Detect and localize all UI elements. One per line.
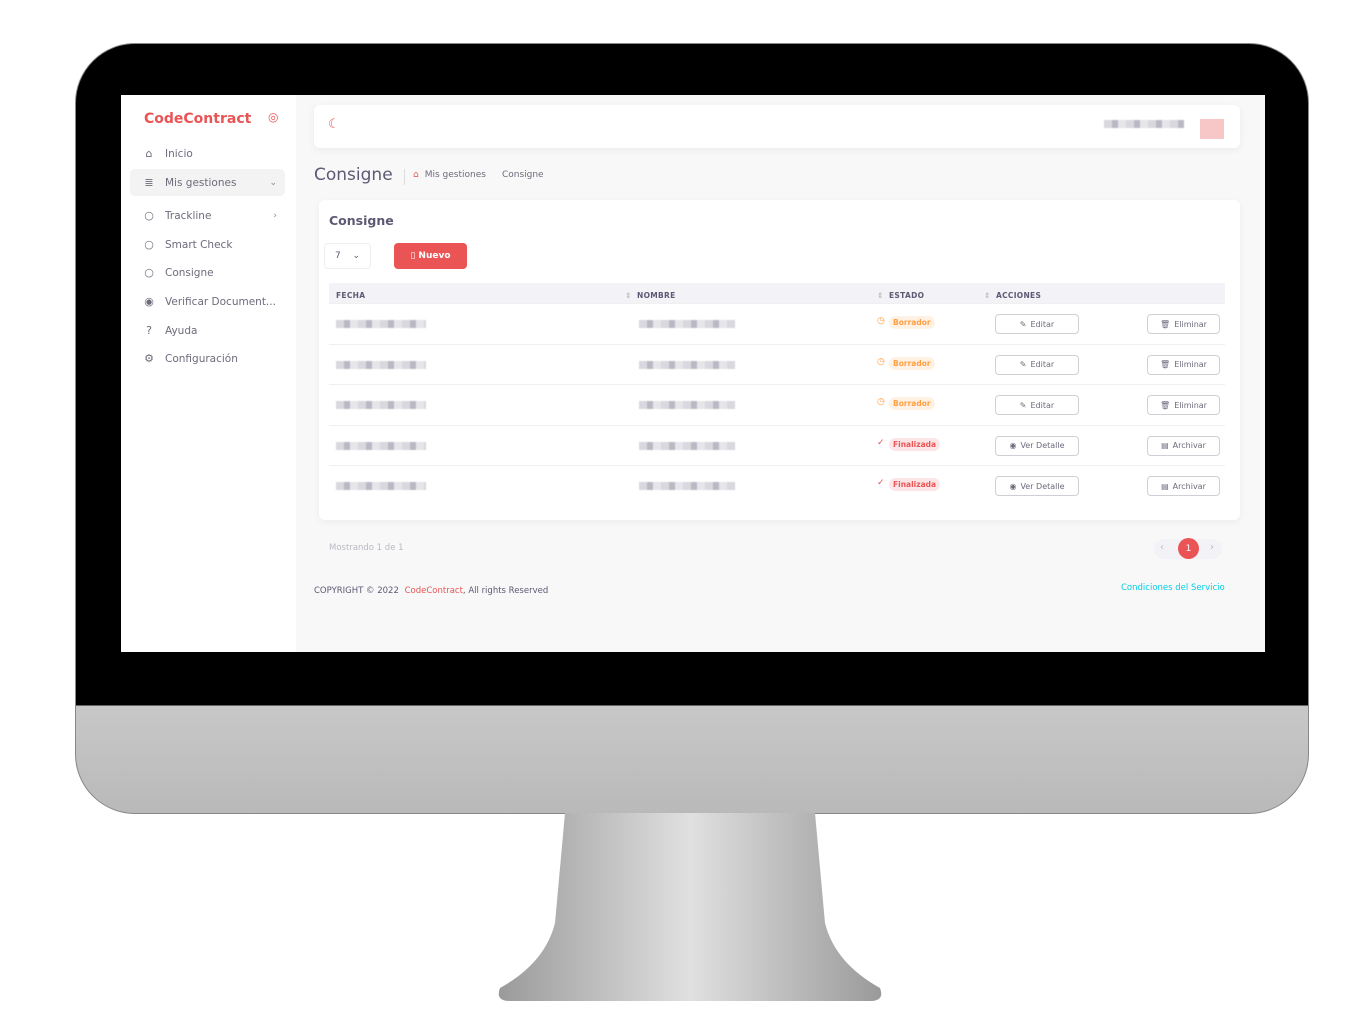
footer-copyright: COPYRIGHT © 2022 CodeContract, All right… <box>314 586 549 596</box>
home-icon[interactable]: ⌂ <box>413 170 419 180</box>
menu-icon: ≣ <box>144 176 154 189</box>
sidebar-item-mis-gestiones[interactable]: ≣ Mis gestiones ⌄ <box>130 169 285 196</box>
card-title: Consigne <box>329 213 394 228</box>
fecha-blurred <box>336 360 426 369</box>
clock-icon: ◷ <box>877 316 885 326</box>
circle-icon: ○ <box>144 266 154 279</box>
page-title: Consigne <box>314 165 393 185</box>
edit-button[interactable]: ✎ Editar <box>995 354 1079 375</box>
next-page-icon[interactable]: › <box>1210 542 1214 553</box>
table-row: ✓ Finalizada ◉ Ver Detalle ▤ Archivar <box>329 424 1225 465</box>
eye-icon: ◉ <box>144 295 154 308</box>
nombre-blurred <box>639 441 735 450</box>
trash-icon: 🗑 <box>1160 360 1171 369</box>
file-icon: ▯ <box>410 251 416 261</box>
eye-icon: ◉ <box>1009 441 1017 450</box>
edit-icon: ✎ <box>1019 400 1027 410</box>
status-badge: Borrador <box>889 316 935 329</box>
sidebar-item-configuracion[interactable]: ⚙ Configuración <box>130 345 285 372</box>
fecha-blurred <box>336 441 426 450</box>
gear-icon: ⚙ <box>144 352 154 365</box>
table-row: ◷ Borrador ✎ Editar 🗑 Eliminar <box>329 303 1225 343</box>
edit-button[interactable]: ✎ Editar <box>995 314 1079 334</box>
check-circle-icon: ✓ <box>877 478 885 488</box>
target-icon[interactable]: ◎ <box>268 110 279 124</box>
view-detail-button[interactable]: ◉ Ver Detalle <box>995 435 1079 456</box>
brand-logo[interactable]: CodeContract <box>144 111 252 127</box>
sidebar-item-inicio[interactable]: ⌂ Inicio <box>130 140 285 167</box>
status-badge: Finalizada <box>889 437 941 451</box>
monitor-stand <box>498 813 882 1001</box>
delete-button[interactable]: 🗑 Eliminar <box>1147 314 1220 334</box>
clock-icon: ◷ <box>877 356 885 367</box>
chevron-down-icon: ⌄ <box>352 251 360 261</box>
sidebar-item-verificar[interactable]: ◉ Verificar Document... <box>130 288 285 315</box>
status-badge: Finalizada <box>889 478 941 491</box>
nombre-blurred <box>639 360 735 369</box>
breadcrumb: ⌂ Mis gestiones Consigne <box>413 170 544 180</box>
terms-link[interactable]: Condiciones del Servicio <box>1121 583 1225 593</box>
table-row: ◷ Borrador ✎ Editar 🗑 Eliminar <box>329 384 1225 424</box>
nombre-blurred <box>639 482 735 490</box>
circle-icon: ○ <box>144 209 154 222</box>
archive-icon: ▤ <box>1161 481 1169 491</box>
sidebar: CodeContract ◎ ⌂ Inicio ≣ Mis gestiones ⌄ ○… <box>121 95 296 652</box>
fecha-blurred <box>336 482 426 490</box>
home-icon: ⌂ <box>145 147 153 160</box>
new-button[interactable]: ▯ Nuevo <box>394 243 467 269</box>
moon-icon[interactable]: ☾ <box>328 117 340 132</box>
status-badge: Borrador <box>889 356 935 370</box>
table-row: ◷ Borrador ✎ Editar 🗑 Eliminar <box>329 343 1225 384</box>
pagination-info: Mostrando 1 de 1 <box>329 543 404 553</box>
avatar[interactable] <box>1200 119 1224 139</box>
nombre-blurred <box>639 320 735 328</box>
table-header: FECHA ⇕ NOMBRE ⇕ ESTADO ⇕ ACCIONES <box>329 283 1225 303</box>
trash-icon: 🗑 <box>1160 319 1171 329</box>
view-detail-button[interactable]: ◉ Ver Detalle <box>995 476 1079 496</box>
prev-page-icon[interactable]: ‹ <box>1160 542 1164 553</box>
sidebar-item-ayuda[interactable]: ? Ayuda <box>130 317 285 344</box>
archive-icon: ▤ <box>1161 441 1169 450</box>
trash-icon: 🗑 <box>1160 400 1171 410</box>
screen: CodeContract ◎ ⌂ Inicio ≣ Mis gestiones ⌄ ○… <box>121 95 1265 652</box>
help-icon: ? <box>146 324 152 337</box>
sidebar-item-smart-check[interactable]: ○ Smart Check <box>130 231 285 258</box>
fecha-blurred <box>336 320 426 328</box>
status-badge: Borrador <box>889 397 935 410</box>
pagination: ‹ 1 › <box>1154 538 1222 559</box>
delete-button[interactable]: 🗑 Eliminar <box>1147 395 1220 415</box>
check-circle-icon: ✓ <box>877 437 885 448</box>
edit-icon: ✎ <box>1019 319 1027 329</box>
sidebar-item-trackline[interactable]: ○ Trackline › <box>130 202 285 229</box>
clock-icon: ◷ <box>877 397 885 407</box>
nombre-blurred <box>639 401 735 409</box>
circle-icon: ○ <box>144 238 154 251</box>
archive-button[interactable]: ▤ Archivar <box>1147 435 1220 456</box>
delete-button[interactable]: 🗑 Eliminar <box>1147 354 1220 375</box>
archive-button[interactable]: ▤ Archivar <box>1147 476 1220 496</box>
table-row: ✓ Finalizada ◉ Ver Detalle ▤ Archivar <box>329 465 1225 505</box>
page-size-select[interactable]: 7 ⌄ <box>324 243 371 269</box>
eye-icon: ◉ <box>1009 481 1017 491</box>
sidebar-item-consigne[interactable]: ○ Consigne <box>130 259 285 286</box>
chevron-down-icon: ⌄ <box>269 177 277 188</box>
consigne-card: Consigne 7 ⌄ ▯ Nuevo FECHA ⇕ NOMBRE ⇕ ESTADO… <box>319 200 1240 520</box>
top-navbar: ☾ <box>314 105 1240 148</box>
edit-icon: ✎ <box>1019 360 1027 369</box>
user-name-blurred <box>1104 120 1184 128</box>
fecha-blurred <box>336 401 426 409</box>
page-1-button[interactable]: 1 <box>1178 538 1199 559</box>
edit-button[interactable]: ✎ Editar <box>995 395 1079 415</box>
chevron-right-icon: › <box>273 210 277 221</box>
